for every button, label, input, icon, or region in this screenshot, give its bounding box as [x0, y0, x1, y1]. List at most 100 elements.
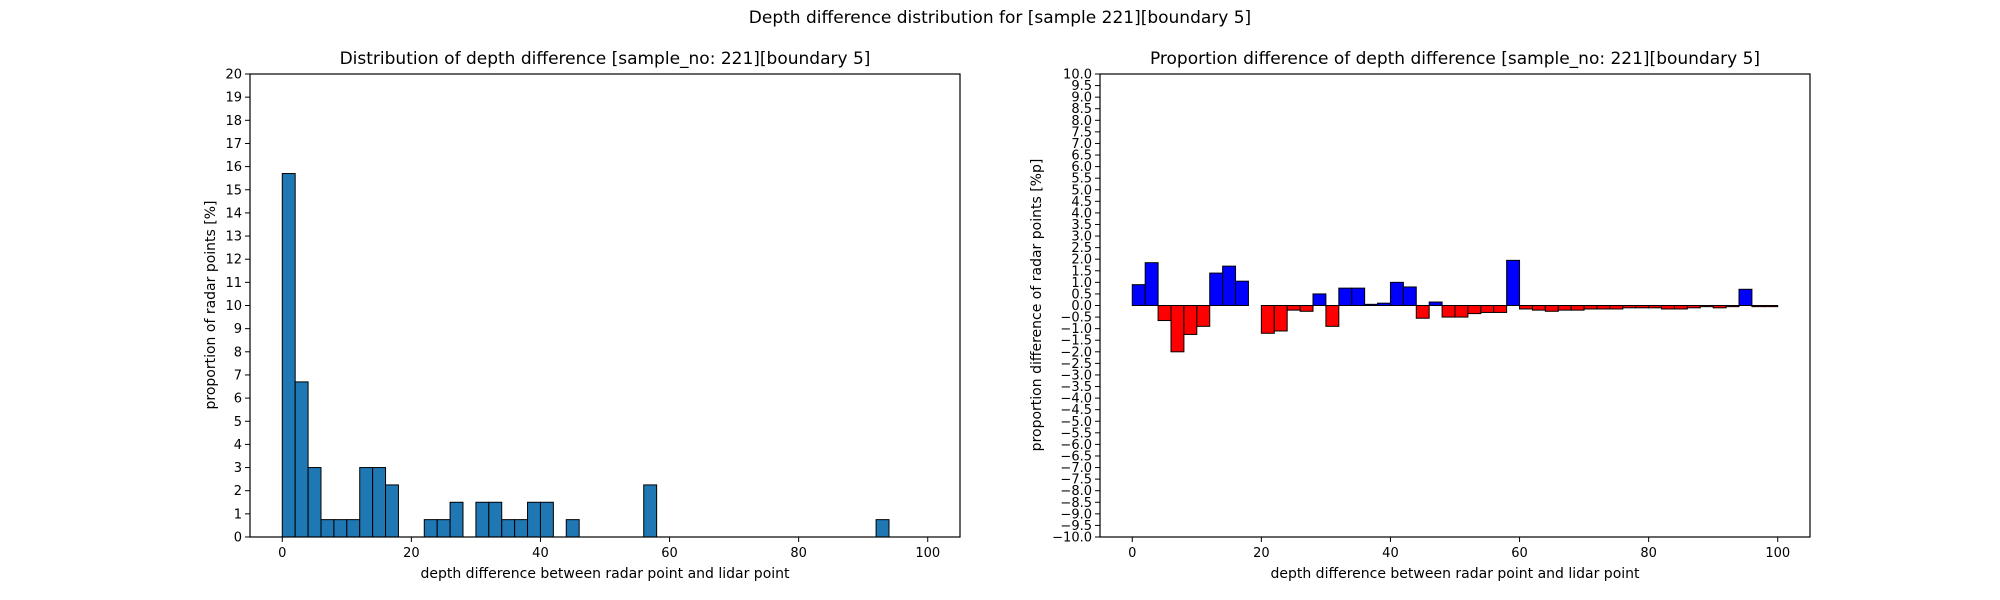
bar-0 — [281, 173, 296, 538]
bar-34 — [1351, 287, 1366, 307]
x-tick-label: 40 — [532, 546, 549, 561]
y-tick-label: 3.5 — [1071, 218, 1092, 233]
x-tick-label: 100 — [1765, 546, 1790, 561]
bar-82 — [1661, 305, 1675, 310]
y-tick-label: −3.5 — [1060, 380, 1092, 395]
y-tick-label: 15 — [225, 183, 242, 198]
y-tick-label: 4.5 — [1071, 195, 1092, 210]
left-chart-x-ticks: 0 20 40 60 80 100 — [278, 537, 940, 561]
y-tick-label: 6.0 — [1071, 160, 1092, 175]
bar-40 — [1389, 281, 1404, 307]
y-tick-label: 0.5 — [1071, 287, 1092, 302]
bar-34 — [501, 519, 516, 538]
right-proportion-difference-chart: Proportion difference of depth differenc… — [1029, 49, 1811, 582]
left-chart-x-axis-label: depth difference between radar point and… — [420, 566, 790, 582]
x-tick-label: 20 — [403, 546, 420, 561]
y-tick-label: 4.0 — [1071, 206, 1092, 221]
bar-54 — [1480, 305, 1495, 313]
y-tick-label: −6.5 — [1060, 449, 1092, 464]
bar-32 — [488, 501, 503, 538]
right-chart-x-axis-label: depth difference between radar point and… — [1270, 566, 1640, 582]
bar-0 — [1131, 284, 1146, 307]
bar-6 — [1170, 305, 1185, 353]
y-tick-label: −7.5 — [1060, 473, 1092, 488]
y-tick-label: 9.0 — [1071, 91, 1092, 106]
y-tick-label: 1 — [234, 507, 242, 522]
y-tick-label: 2.5 — [1071, 241, 1092, 256]
y-tick-label: 5.5 — [1071, 172, 1092, 187]
y-tick-label: 1.5 — [1071, 264, 1092, 279]
bar-24 — [1286, 305, 1301, 311]
y-tick-label: 7.0 — [1071, 137, 1092, 152]
y-tick-label: −8.0 — [1060, 484, 1092, 499]
bar-12 — [1209, 272, 1224, 306]
bar-72 — [1596, 305, 1611, 310]
bar-12 — [359, 467, 374, 538]
right-chart-y-axis-label: proportion difference of radar points [%… — [1029, 159, 1045, 452]
y-tick-label: 3 — [234, 461, 242, 476]
x-tick-label: 80 — [1640, 546, 1657, 561]
y-tick-label: 5 — [234, 415, 242, 430]
bar-74 — [1609, 305, 1624, 310]
y-tick-label: −2.5 — [1060, 357, 1092, 372]
bar-38 — [527, 501, 541, 538]
y-tick-label: −4.0 — [1060, 392, 1092, 407]
bar-16 — [385, 484, 399, 538]
bar-78 — [1635, 305, 1650, 309]
bar-70 — [1583, 305, 1598, 310]
y-tick-label: 12 — [225, 253, 242, 268]
bar-52 — [1467, 305, 1482, 315]
y-tick-label: −8.5 — [1060, 496, 1092, 511]
y-tick-label: 20 — [225, 68, 242, 83]
left-histogram-chart: Distribution of depth difference [sample… — [203, 49, 961, 582]
bar-30 — [475, 501, 490, 538]
bar-36 — [1364, 303, 1379, 306]
bar-14 — [1222, 265, 1237, 306]
bar-76 — [1622, 305, 1637, 309]
bar-64 — [1544, 305, 1559, 312]
bar-10 — [346, 519, 361, 538]
bar-26 — [449, 501, 464, 538]
y-tick-label: −1.5 — [1060, 334, 1092, 349]
y-tick-label: 8 — [234, 345, 242, 360]
y-tick-label: 13 — [225, 230, 242, 245]
left-chart-frame — [249, 73, 961, 538]
y-tick-label: 4 — [234, 438, 242, 453]
y-tick-label: 8.0 — [1071, 114, 1092, 129]
bar-28 — [1312, 293, 1327, 306]
bar-88 — [1699, 305, 1714, 308]
x-tick-label: 20 — [1253, 546, 1270, 561]
x-tick-label: 60 — [1511, 546, 1528, 561]
x-tick-label: 0 — [1128, 546, 1136, 561]
x-tick-label: 0 — [278, 546, 286, 561]
y-tick-label: 10.0 — [1063, 68, 1092, 83]
right-chart-title: Proportion difference of depth differenc… — [1150, 49, 1760, 69]
x-tick-label: 80 — [790, 546, 807, 561]
bar-44 — [1415, 305, 1430, 319]
y-tick-label: 0 — [234, 531, 242, 546]
y-tick-label: 2 — [234, 484, 242, 499]
y-tick-label: 9.5 — [1071, 79, 1092, 94]
bar-90 — [1712, 305, 1727, 309]
bar-42 — [1402, 286, 1417, 307]
bar-16 — [1235, 280, 1249, 307]
y-tick-label: −9.0 — [1060, 507, 1092, 522]
bar-26 — [1299, 305, 1314, 312]
x-tick-label: 100 — [915, 546, 940, 561]
y-tick-label: −3.0 — [1060, 368, 1092, 383]
right-chart-y-ticks: 10.09.59.08.58.07.57.06.56.05.55.04.54.0… — [1052, 68, 1100, 546]
y-tick-label: 16 — [225, 160, 242, 175]
y-tick-label: 19 — [225, 91, 242, 106]
left-chart-y-axis-label: proportion of radar points [%] — [203, 200, 219, 409]
y-tick-label: 0.0 — [1071, 299, 1092, 314]
y-tick-label: 7 — [234, 368, 242, 383]
y-tick-label: −10.0 — [1052, 531, 1092, 546]
bar-8 — [333, 519, 348, 538]
bar-92 — [875, 519, 890, 538]
bar-46 — [1428, 301, 1443, 306]
y-tick-label: 17 — [225, 137, 242, 152]
bar-2 — [294, 381, 309, 538]
y-tick-label: 18 — [225, 114, 242, 129]
y-tick-label: −5.5 — [1060, 426, 1092, 441]
bar-24 — [436, 519, 451, 538]
